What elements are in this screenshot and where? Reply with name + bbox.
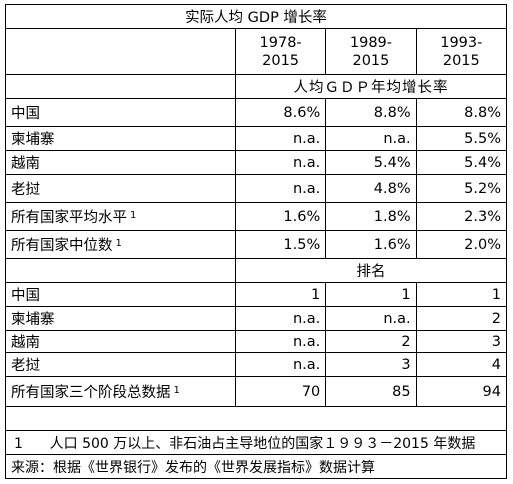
growth-header-spacer xyxy=(5,74,236,99)
row-label: 老挝 xyxy=(5,174,236,203)
row-label: 柬埔寨 xyxy=(5,306,236,331)
rank-cell: n.a. xyxy=(234,352,327,377)
value-cell: 5.4% xyxy=(415,150,508,175)
source-row: 来源：根据《世界银行》发布的《世界发展指标》数据计算 xyxy=(5,454,507,479)
row-label: 所有国家中位数 1 xyxy=(5,230,236,259)
rank-header-spacer xyxy=(5,258,236,283)
footnote-row: 1 人口 500 万以上、非石油占主导地位的国家１９９３－2015 年数据 xyxy=(5,430,507,455)
value-cell: n.a. xyxy=(325,126,417,151)
growth-row: 越南 n.a. 5.4% 5.4% xyxy=(5,150,508,175)
footnote-text: 人口 500 万以上、非石油占主导地位的国家１９９３－2015 年数据 xyxy=(49,435,476,452)
rank-cell: 3 xyxy=(325,352,417,377)
growth-row: 所有国家平均水平 1 1.6% 1.8% 2.3% xyxy=(5,202,508,231)
rank-cell: 1 xyxy=(234,282,327,307)
row-label: 老挝 xyxy=(5,352,236,377)
rank-cell: 1 xyxy=(415,282,508,307)
row-label: 所有国家平均水平 1 xyxy=(5,202,236,231)
year-header-2: 1989- 2015 xyxy=(325,28,417,75)
value-cell: 8.8% xyxy=(415,98,508,127)
gdp-growth-table: 实际人均 GDP 增长率 1978- 2015 1989- 2015 1993- 20… xyxy=(5,4,508,479)
value-cell: 8.8% xyxy=(325,98,417,127)
rank-cell: 3 xyxy=(415,330,508,353)
year-header-1: 1978- 2015 xyxy=(234,28,327,75)
row-label: 越南 xyxy=(5,330,236,353)
rank-cell: 2 xyxy=(415,306,508,331)
rank-row: 所有国家三个阶段总数据 1 70 85 94 xyxy=(5,376,508,407)
rank-section-header: 排名 xyxy=(234,258,508,283)
value-cell: n.a. xyxy=(234,174,327,203)
value-cell: 5.4% xyxy=(325,150,417,175)
rank-header-row: 排名 xyxy=(5,258,508,283)
value-cell: 5.2% xyxy=(415,174,508,203)
rank-cell: n.a. xyxy=(325,306,417,331)
rank-cell: n.a. xyxy=(234,330,327,353)
growth-header-row: 人均ＧＤＰ年均增长率 xyxy=(5,74,508,99)
spacer-cell xyxy=(5,406,507,431)
value-cell: 5.5% xyxy=(415,126,508,151)
corner-cell xyxy=(5,28,236,75)
rank-cell: 70 xyxy=(234,376,327,407)
rank-cell: 85 xyxy=(325,376,417,407)
row-label: 中国 xyxy=(5,98,236,127)
spacer-row xyxy=(5,406,507,431)
footnote-marker: 1 xyxy=(115,238,122,249)
growth-row: 柬埔寨 n.a. n.a. 5.5% xyxy=(5,126,508,151)
value-cell: 8.6% xyxy=(234,98,327,127)
rank-row: 中国 1 1 1 xyxy=(5,282,508,307)
growth-row: 老挝 n.a. 4.8% 5.2% xyxy=(5,174,508,203)
title-row: 实际人均 GDP 增长率 xyxy=(5,4,507,29)
value-cell: 2.3% xyxy=(415,202,508,231)
row-label: 柬埔寨 xyxy=(5,126,236,151)
rank-cell: n.a. xyxy=(234,306,327,331)
value-cell: 1.6% xyxy=(325,230,417,259)
rank-row: 老挝 n.a. 3 4 xyxy=(5,352,508,377)
growth-section-header: 人均ＧＤＰ年均增长率 xyxy=(234,74,508,99)
year-header-3: 1993- 2015 xyxy=(415,28,508,75)
rank-cell: 2 xyxy=(325,330,417,353)
value-cell: 1.6% xyxy=(234,202,327,231)
row-label: 越南 xyxy=(5,150,236,175)
rank-row: 越南 n.a. 2 3 xyxy=(5,330,508,353)
footnote: 1 人口 500 万以上、非石油占主导地位的国家１９９３－2015 年数据 xyxy=(5,430,507,455)
years-header-row: 1978- 2015 1989- 2015 1993- 2015 xyxy=(5,28,508,75)
value-cell: 1.5% xyxy=(234,230,327,259)
value-cell: 4.8% xyxy=(325,174,417,203)
growth-row: 所有国家中位数 1 1.5% 1.6% 2.0% xyxy=(5,230,508,259)
value-cell: 1.8% xyxy=(325,202,417,231)
source-note: 来源：根据《世界银行》发布的《世界发展指标》数据计算 xyxy=(5,454,507,479)
row-label: 所有国家三个阶段总数据 1 xyxy=(5,376,236,407)
growth-row: 中国 8.6% 8.8% 8.8% xyxy=(5,98,508,127)
rank-row: 柬埔寨 n.a. n.a. 2 xyxy=(5,306,508,331)
value-cell: n.a. xyxy=(234,150,327,175)
value-cell: n.a. xyxy=(234,126,327,151)
rank-cell: 1 xyxy=(325,282,417,307)
footnote-number: 1 xyxy=(14,435,23,452)
rank-cell: 4 xyxy=(415,352,508,377)
row-label: 中国 xyxy=(5,282,236,307)
rank-cell: 94 xyxy=(415,376,508,407)
table-title: 实际人均 GDP 增长率 xyxy=(5,4,507,29)
footnote-marker: 1 xyxy=(130,210,137,221)
footnote-marker: 1 xyxy=(173,385,180,396)
value-cell: 2.0% xyxy=(415,230,508,259)
